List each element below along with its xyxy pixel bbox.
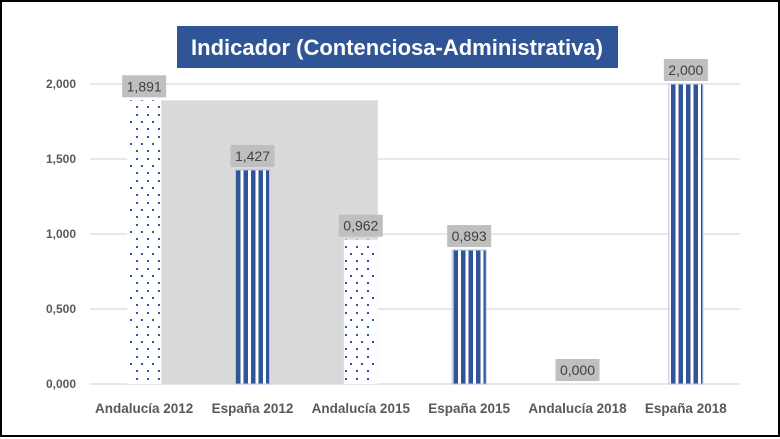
chart-title: Indicador (Contenciosa-Administrativa) [191,35,603,60]
chart-title-background [177,26,618,68]
data-labels: 1,891 1,427 0,962 0,893 0,000 2,000 [122,59,708,381]
x-category-label: Andalucía 2018 [528,401,627,416]
bar [451,249,487,385]
data-label-background [555,359,600,381]
y-tick-label: 1,000 [46,227,76,241]
x-category-label: Andalucía 2012 [95,401,193,416]
data-label: 0,962 [343,218,378,234]
data-label: 1,427 [235,148,270,164]
y-tick-label: 2,000 [46,77,76,91]
data-label-background [663,59,708,81]
data-label: 1,891 [127,78,162,94]
bar [343,239,378,384]
y-axis-ticks: 0,000 0,500 1,000 1,500 2,000 [46,77,76,391]
bars [127,83,704,385]
x-category-label: España 2018 [645,401,727,416]
chart-title-group: Indicador (Contenciosa-Administrativa) [177,26,618,68]
data-label: 0,000 [560,362,595,378]
data-label-background [230,144,275,167]
y-tick-label: 0,000 [46,377,76,391]
x-category-label: España 2015 [428,401,510,416]
bar [668,83,704,385]
x-category-label: España 2012 [212,401,294,416]
bar [235,169,270,385]
x-axis-categories: Andalucía 2012 España 2012 Andalucía 2015 E… [95,401,727,416]
data-label-background [338,214,383,237]
data-label-background [447,225,492,248]
y-tick-label: 1,500 [46,152,76,166]
data-label-background [122,75,167,98]
data-label: 0,893 [452,228,487,244]
bar [127,100,162,384]
x-category-label: Andalucía 2015 [312,401,411,416]
data-label: 2,000 [668,62,703,78]
gridlines [90,83,740,385]
y-tick-label: 0,500 [46,302,76,316]
